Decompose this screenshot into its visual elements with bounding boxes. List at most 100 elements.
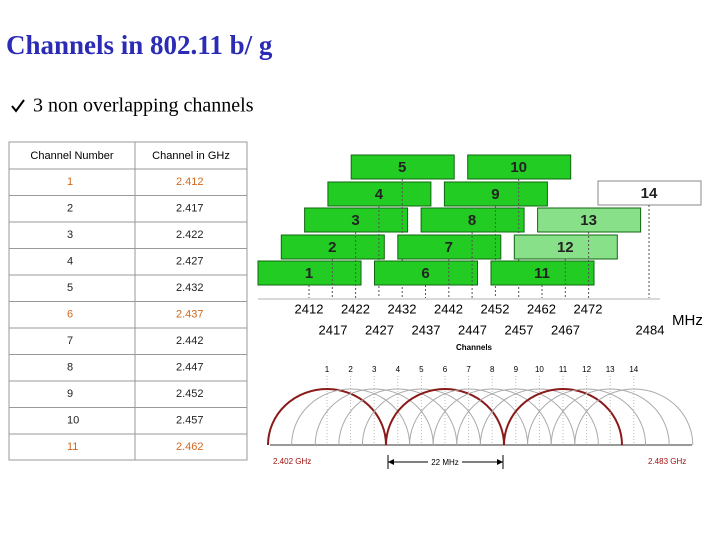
table-cell: 2.412 [176, 176, 204, 188]
channel-arc-main [385, 388, 505, 446]
table-cell: 2.462 [176, 441, 204, 453]
channel-arc-main [503, 388, 623, 446]
table-header: Channel Number [30, 150, 113, 162]
start-label: 2.402 GHz [273, 457, 311, 466]
table-cell: 2.437 [176, 308, 204, 320]
freq-label: 2452 [481, 301, 510, 316]
channel-arc [338, 388, 458, 446]
channel-box [537, 207, 642, 233]
channel-box [513, 234, 618, 260]
channel-box [257, 260, 362, 286]
table-cell: 1 [67, 176, 73, 188]
channel-box [304, 207, 409, 233]
table-cell: 2.457 [176, 414, 204, 426]
channel-arc [409, 388, 529, 446]
table-cell: 7 [67, 335, 73, 347]
channel-label: 11 [534, 265, 550, 282]
table-cell: 2.452 [176, 388, 204, 400]
freq-label: 2437 [412, 322, 441, 337]
table-header: Channel in GHz [152, 150, 230, 162]
channel-label: 14 [641, 185, 658, 202]
table-cell: 2.422 [176, 229, 204, 241]
channel-label: 8 [468, 212, 476, 229]
channel-box [280, 234, 385, 260]
channel-label: 2 [328, 239, 336, 256]
bullet-text: 3 non overlapping channels [33, 95, 254, 117]
channel-number: 7 [466, 365, 471, 374]
freq-label: 2462 [527, 301, 556, 316]
channel-box [327, 181, 432, 207]
freq-label: 2442 [434, 301, 463, 316]
channel-box [597, 180, 702, 206]
channel-label: 13 [580, 212, 597, 229]
unit-label: MHz [672, 312, 703, 329]
channel-number: 8 [490, 365, 495, 374]
check-bullet [11, 99, 25, 113]
table-cell: 8 [67, 361, 73, 373]
table-cell: 2.427 [176, 255, 204, 267]
table-cell: 2 [67, 202, 73, 214]
width-label: 22 MHz [431, 458, 459, 467]
channel-label: 1 [305, 265, 313, 282]
channel-number: 9 [514, 365, 519, 374]
channel-arc [432, 388, 552, 446]
axis-label: Channels [456, 343, 493, 352]
channel-number: 4 [396, 365, 401, 374]
width-label-bg [428, 456, 462, 468]
channel-box [397, 234, 502, 260]
table-cell: 2.447 [176, 361, 204, 373]
channel-number: 1 [325, 365, 330, 374]
channel-number: 6 [443, 365, 448, 374]
table-cell: 9 [67, 388, 73, 400]
freq-label: 2412 [295, 301, 324, 316]
channel-box [350, 154, 455, 180]
table-cell: 3 [67, 229, 73, 241]
table-cell: 2.417 [176, 202, 204, 214]
table-cell: 11 [67, 441, 78, 453]
table-cell: 2.442 [176, 335, 204, 347]
channel-number: 10 [535, 365, 544, 374]
freq-label: 2422 [341, 301, 370, 316]
channel-box [374, 260, 478, 286]
freq-label: 2457 [505, 322, 534, 337]
channel-label: 9 [491, 186, 499, 203]
channel-arc [479, 388, 599, 446]
channel-label: 4 [375, 186, 384, 203]
channel-arc [361, 388, 481, 446]
channel-arc [291, 388, 411, 446]
table-cell: 4 [67, 255, 73, 267]
channel-label: 6 [421, 265, 429, 282]
channel-arc-main [267, 388, 387, 446]
channel-number: 12 [582, 365, 591, 374]
channel-number: 2 [348, 365, 353, 374]
table-cell: 2.432 [176, 282, 204, 294]
channel-number: 11 [559, 365, 568, 374]
title: Channels in 802.11 b/ g [6, 30, 273, 60]
table-cell: 5 [67, 282, 73, 294]
channel-arc [527, 388, 647, 446]
freq-label: 2427 [365, 322, 394, 337]
channel-number: 14 [629, 365, 638, 374]
channel-label: 3 [351, 212, 359, 229]
channel-box [443, 181, 548, 207]
freq-label: 2472 [574, 301, 603, 316]
channel-arc [574, 388, 694, 446]
channel-number: 5 [419, 365, 424, 374]
end-label: 2.483 GHz [648, 457, 686, 466]
channel-box [490, 260, 595, 286]
channel-label: 12 [557, 239, 574, 256]
channel-label: 7 [445, 239, 453, 256]
freq-label: 2447 [458, 322, 487, 337]
channel-label: 10 [510, 159, 527, 176]
channel-number: 13 [606, 365, 615, 374]
channel-number: 3 [372, 365, 377, 374]
freq-label: 2417 [319, 322, 348, 337]
channel-arc [550, 388, 670, 446]
freq-label: 2432 [388, 301, 417, 316]
table-cell: 10 [67, 414, 79, 426]
channel-arc [456, 388, 576, 446]
channel-label: 5 [398, 159, 406, 176]
table-cell: 6 [67, 308, 73, 320]
freq-label: 2484 [636, 322, 665, 337]
